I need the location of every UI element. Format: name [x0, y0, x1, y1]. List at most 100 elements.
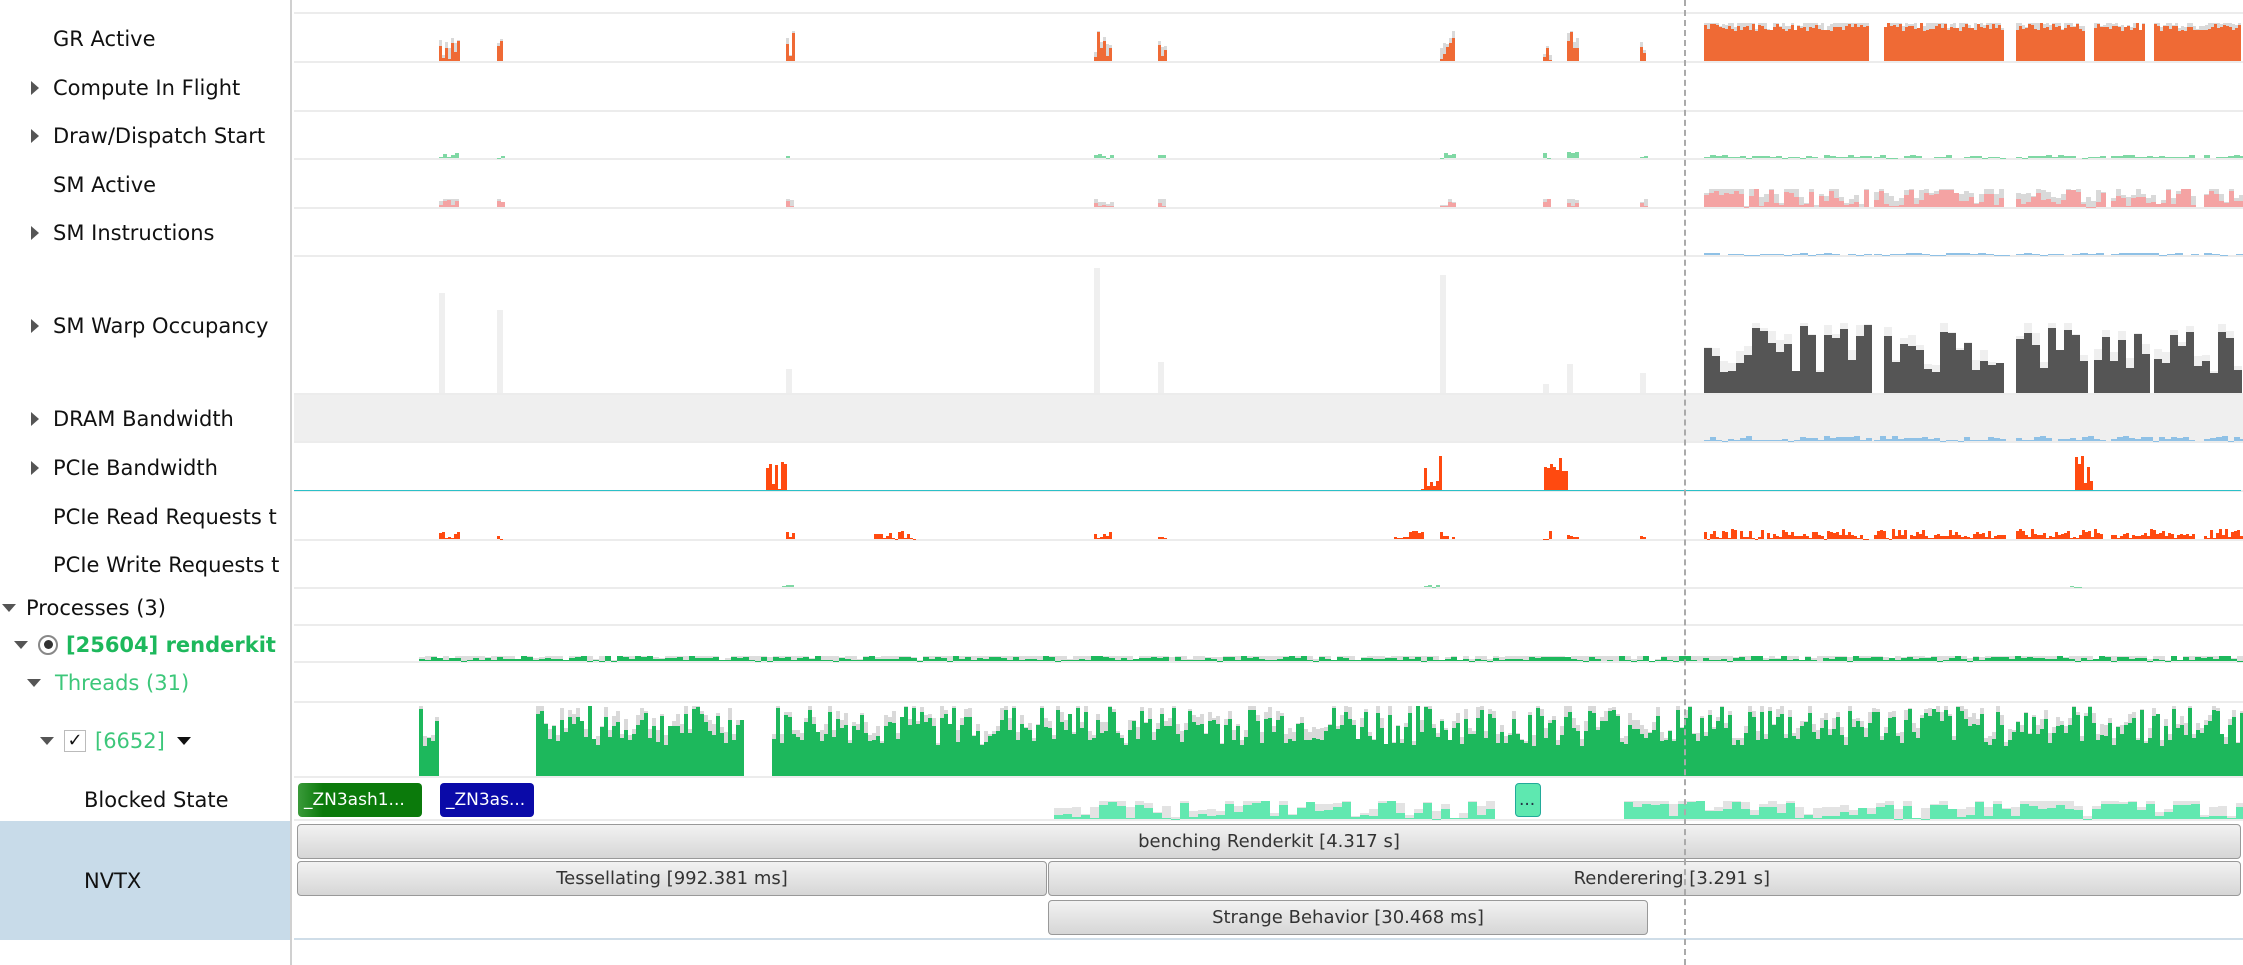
activity-bar: [1721, 659, 1727, 661]
activity-bar: [1444, 729, 1448, 776]
dropdown-icon[interactable]: [176, 736, 191, 745]
activity-bar: [1722, 531, 1725, 539]
activity-bar: [1424, 586, 1428, 587]
activity-bar: [1452, 153, 1456, 158]
expand-icon[interactable]: [31, 129, 39, 143]
activity-bar: [1948, 715, 1952, 776]
blocked-state-row[interactable]: Blocked State: [0, 778, 290, 821]
activity-bar: [2181, 30, 2184, 61]
activity-bar: [1979, 201, 1984, 207]
activity-bar: [556, 740, 560, 776]
activity-bg: [1443, 43, 1446, 61]
activity-bar: [2192, 534, 2195, 539]
pcie-read-lane[interactable]: [294, 492, 2243, 541]
draw-dispatch-lane[interactable]: [294, 112, 2243, 160]
nvtx-range-rendering[interactable]: Renderering [3.291 s]: [1048, 861, 2241, 896]
sm-active-lane[interactable]: [294, 160, 2243, 209]
activity-bar: [929, 659, 935, 661]
activity-bar: [1547, 157, 1551, 158]
collapse-icon[interactable]: [40, 736, 54, 745]
activity-bg: [1171, 817, 1180, 819]
activity-bar: [1980, 26, 1983, 61]
activity-bar: [1731, 28, 1734, 61]
blocked-chip[interactable]: _ZN3as...: [440, 783, 534, 817]
nvtx-range-strange-behavior[interactable]: Strange Behavior [30.468 ms]: [1048, 900, 1648, 935]
activity-bar: [1340, 725, 1344, 776]
activity-bar: [527, 656, 533, 661]
expand-icon[interactable]: [31, 460, 39, 475]
expand-icon[interactable]: [31, 80, 39, 95]
activity-bar: [1181, 659, 1187, 661]
gr-active-lane[interactable]: [294, 14, 2243, 63]
expand-icon[interactable]: [31, 412, 39, 426]
process-row[interactable]: [25604] renderkit: [0, 626, 290, 663]
sm-instructions-lane[interactable]: [294, 209, 2243, 257]
timeline[interactable]: _ZN3ash1... _ZN3as... ... benching Rende…: [294, 0, 2243, 965]
activity-bar: [1484, 738, 1488, 776]
sm-warp-lane[interactable]: [294, 257, 2243, 395]
thread-row[interactable]: ✓ [6652]: [0, 703, 290, 778]
collapse-icon[interactable]: [27, 679, 41, 687]
pcie-bw-lane[interactable]: [294, 443, 2243, 492]
process-lane[interactable]: [294, 626, 2243, 663]
nvtx-range-tessellating[interactable]: Tessellating [992.381 ms]: [297, 861, 1047, 896]
activity-bar: [1791, 531, 1794, 539]
activity-bar: [2067, 530, 2070, 539]
blocked-chip[interactable]: ...: [1515, 783, 1541, 817]
track-label: SM Instructions: [53, 221, 215, 245]
nvtx-range-benching[interactable]: benching Renderkit [4.317 s]: [297, 824, 2241, 859]
activity-bar: [1559, 657, 1565, 661]
pcie-write-lane[interactable]: [294, 541, 2243, 589]
dram-lane[interactable]: [294, 395, 2243, 443]
track-sm-instructions[interactable]: SM Instructions: [0, 209, 290, 257]
blocked-chip[interactable]: _ZN3ash1...: [298, 783, 422, 817]
processes-group[interactable]: Processes (3): [0, 589, 290, 626]
activity-bar: [1904, 720, 1908, 776]
track-pcie-read[interactable]: PCIe Read Requests t: [0, 492, 290, 541]
activity-bar: [2037, 29, 2040, 61]
activity-bar: [832, 737, 836, 776]
track-pcie-bw[interactable]: PCIe Bandwidth: [0, 443, 290, 492]
activity-bar: [808, 709, 812, 776]
track-sm-warp[interactable]: SM Warp Occupancy: [0, 257, 290, 395]
activity-bar: [1020, 724, 1024, 776]
activity-bar: [2186, 331, 2194, 393]
activity-bar: [2142, 353, 2150, 393]
activity-bar: [1812, 28, 1815, 61]
collapse-icon[interactable]: [14, 640, 28, 649]
activity-bar: [2072, 254, 2080, 255]
activity-bg: [2026, 193, 2031, 207]
activity-bar: [1364, 712, 1368, 776]
threads-group[interactable]: Threads (31): [0, 663, 290, 703]
collapse-icon[interactable]: [2, 603, 16, 612]
time-cursor[interactable]: [1684, 0, 1686, 965]
track-sm-active[interactable]: SM Active: [0, 160, 290, 209]
expand-icon[interactable]: [31, 319, 39, 333]
activity-bg: [1499, 656, 1505, 661]
activity-bar: [2117, 155, 2123, 158]
track-gr-active[interactable]: GR Active: [0, 14, 290, 63]
compute-lane[interactable]: [294, 63, 2243, 112]
nvtx-row[interactable]: NVTX: [0, 821, 290, 940]
activity-bar: [1570, 536, 1573, 539]
activity-bar: [1770, 30, 1773, 61]
activity-bar: [600, 726, 604, 776]
activity-bar: [2177, 534, 2180, 539]
activity-bar: [1295, 657, 1301, 661]
activity-bar: [1396, 725, 1400, 776]
activity-bar: [875, 659, 881, 661]
track-draw-dispatch[interactable]: Draw/Dispatch Start: [0, 112, 290, 160]
track-compute-in-flight[interactable]: Compute In Flight: [0, 63, 290, 112]
activity-bar: [1500, 731, 1504, 776]
track-dram[interactable]: DRAM Bandwidth: [0, 395, 290, 443]
activity-bar: [552, 725, 556, 776]
activity-bar: [1678, 803, 1687, 819]
thread-checkbox[interactable]: ✓: [64, 729, 86, 752]
expand-icon[interactable]: [31, 226, 39, 240]
thread-lane[interactable]: [294, 703, 2243, 778]
track-pcie-write[interactable]: PCIe Write Requests t: [0, 541, 290, 589]
radio-icon[interactable]: [38, 634, 58, 655]
activity-bar: [2171, 437, 2177, 441]
blocked-lane[interactable]: _ZN3ash1... _ZN3as... ...: [294, 778, 2243, 821]
activity-bar: [1624, 802, 1633, 819]
